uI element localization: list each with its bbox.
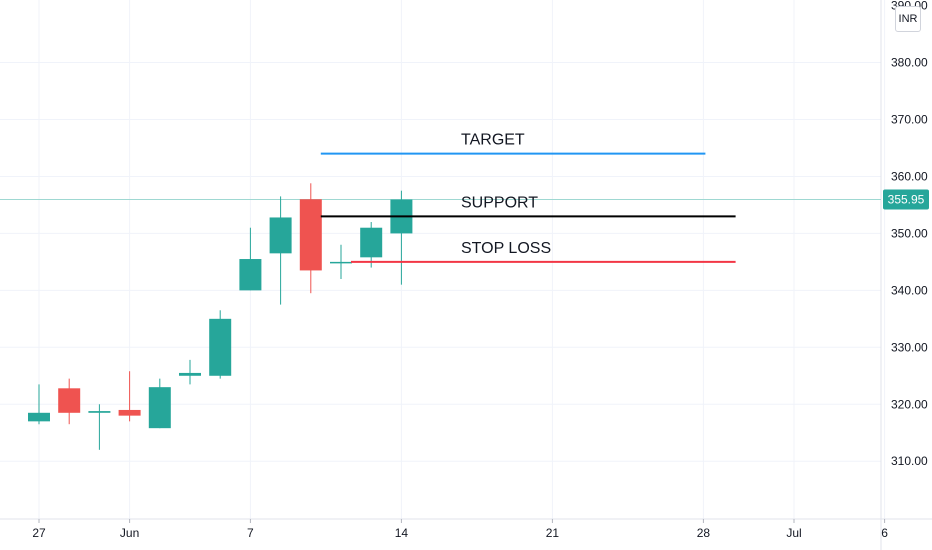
x-tick-label: Jul [786, 526, 801, 540]
last-price-tag-text: 355.95 [888, 193, 925, 207]
y-tick-label: 350.00 [891, 226, 928, 240]
candle[interactable] [360, 222, 383, 268]
currency-badge[interactable]: INR [895, 6, 921, 32]
candle-body [330, 261, 352, 264]
x-tick-label: Jun [120, 526, 139, 540]
candle[interactable] [58, 378, 81, 425]
candles [28, 183, 413, 450]
annotation-support[interactable]: SUPPORT [320, 194, 736, 218]
price-axis[interactable]: 310.00 320.00 330.00 340.00 350.00 360.00 370.… [891, 0, 928, 468]
time-axis[interactable]: 27 Jun 7 14 21 28 Jul 6 [32, 519, 888, 540]
candle[interactable] [330, 244, 352, 279]
annotation-label: STOP LOSS [461, 240, 551, 257]
candle[interactable] [88, 404, 111, 450]
candle[interactable] [148, 378, 171, 429]
y-tick-label: 380.00 [891, 56, 928, 70]
x-tick-label: 27 [32, 526, 46, 540]
last-price-tag: 355.95 [883, 189, 929, 210]
candle[interactable] [179, 359, 201, 385]
y-tick-label: 330.00 [891, 340, 928, 354]
grid [0, 0, 886, 519]
candle-body [179, 372, 201, 376]
y-tick-label: 310.00 [891, 454, 928, 468]
x-tick-label: 6 [881, 526, 888, 540]
candle-body [209, 318, 232, 376]
candle[interactable] [118, 371, 141, 422]
candle[interactable] [239, 227, 262, 291]
currency-label: INR [898, 13, 918, 25]
annotation-target[interactable]: TARGET [320, 132, 706, 155]
annotations[interactable]: TARGET SUPPORT STOP LOSS [320, 132, 736, 263]
candle-body [239, 259, 262, 291]
last-price-tag-background [883, 189, 929, 210]
candle-body [299, 199, 322, 271]
annotation-stop-loss[interactable]: STOP LOSS [351, 240, 736, 263]
candle[interactable] [390, 190, 413, 285]
x-tick-label: 7 [247, 526, 254, 540]
candle-body [360, 227, 383, 258]
candle[interactable] [299, 183, 322, 294]
x-tick-label: 21 [546, 526, 560, 540]
candle-body [269, 217, 292, 254]
candle-body [118, 409, 141, 416]
x-tick-label: 28 [697, 526, 711, 540]
annotation-label: TARGET [461, 132, 525, 149]
x-tick-label: 14 [395, 526, 409, 540]
candle[interactable] [269, 196, 292, 305]
candle-body [58, 388, 81, 413]
y-tick-label: 320.00 [891, 397, 928, 411]
candle[interactable] [28, 384, 50, 425]
candle-body [88, 411, 111, 413]
candle-body [148, 387, 171, 429]
annotation-label: SUPPORT [461, 194, 538, 211]
y-tick-label: 360.00 [891, 169, 928, 183]
candle[interactable] [209, 310, 232, 379]
y-tick-label: 340.00 [891, 283, 928, 297]
candle-body [28, 412, 50, 422]
y-tick-label: 370.00 [891, 113, 928, 127]
